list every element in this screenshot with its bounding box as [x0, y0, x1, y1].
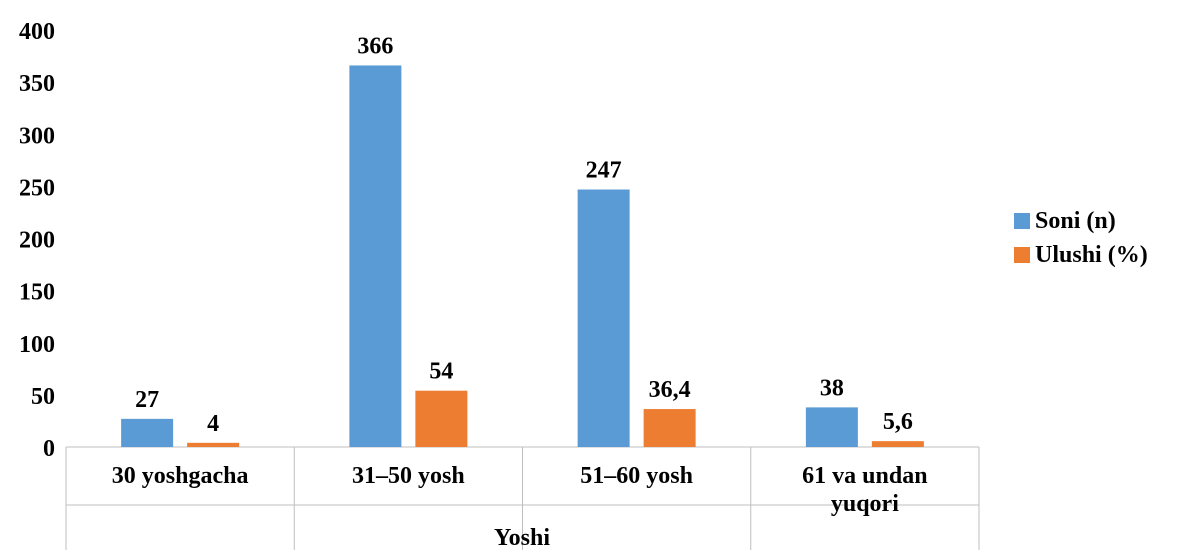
data-label: 247 — [586, 158, 622, 184]
legend: Soni (n) Ulushi (%) — [1014, 204, 1148, 272]
axis-layer: 0 50 100 150 200 250 300 350 400 30 yoshgacha 31–5… — [19, 19, 980, 550]
data-label: 27 — [135, 387, 159, 413]
y-tick-label: 350 — [19, 71, 55, 97]
bar-ulushi — [643, 409, 696, 447]
data-label: 4 — [207, 411, 219, 437]
legend-item-ulushi: Ulushi (%) — [1014, 238, 1148, 272]
y-tick-label: 0 — [43, 436, 55, 462]
x-tick-label: 61 va undan — [802, 463, 927, 489]
y-tick-label: 400 — [19, 19, 55, 45]
data-label: 36,4 — [649, 377, 691, 403]
bar-soni — [577, 189, 630, 447]
x-tick-label: yuqori — [831, 491, 899, 517]
bar-ulushi — [871, 441, 924, 447]
legend-label-soni: Soni (n) — [1035, 207, 1116, 234]
legend-swatch-ulushi — [1014, 247, 1030, 263]
y-tick-label: 100 — [19, 332, 55, 358]
legend-label-ulushi: Ulushi (%) — [1035, 241, 1148, 268]
data-labels-layer: 27 366 247 38 4 54 36,4 5,6 — [135, 33, 913, 436]
x-tick-label: 31–50 yosh — [352, 463, 465, 489]
bar-ulushi — [415, 390, 468, 447]
data-label: 5,6 — [883, 409, 913, 435]
data-label: 38 — [820, 375, 844, 401]
x-tick-label: 30 yoshgacha — [112, 463, 249, 489]
data-label: 54 — [429, 359, 453, 385]
bars-layer — [121, 65, 924, 447]
y-tick-label: 50 — [31, 384, 55, 410]
bar-soni — [805, 407, 858, 447]
bar-ulushi — [187, 442, 240, 447]
legend-item-soni: Soni (n) — [1014, 204, 1148, 238]
legend-swatch-soni — [1014, 213, 1030, 229]
bar-soni — [121, 418, 174, 447]
y-tick-label: 150 — [19, 280, 55, 306]
bar-soni — [349, 65, 402, 447]
data-label: 366 — [357, 33, 393, 59]
x-axis-title: Yoshi — [494, 525, 550, 550]
x-tick-label: 51–60 yosh — [580, 463, 693, 489]
y-tick-label: 300 — [19, 123, 55, 149]
y-tick-label: 250 — [19, 175, 55, 201]
y-tick-label: 200 — [19, 228, 55, 254]
